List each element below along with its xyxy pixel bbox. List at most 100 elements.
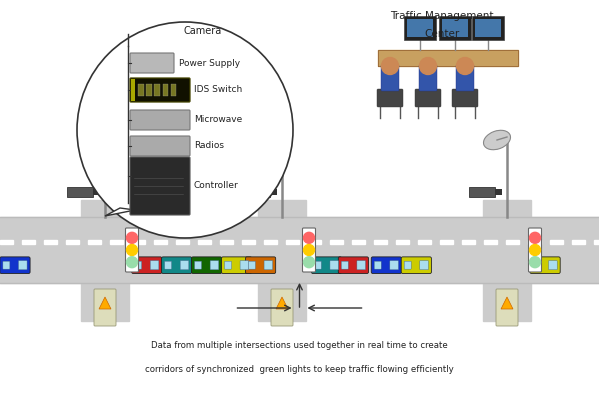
Circle shape bbox=[382, 58, 398, 75]
Bar bbox=[132, 240, 145, 244]
Bar bbox=[270, 188, 277, 195]
Bar bbox=[484, 240, 497, 244]
FancyBboxPatch shape bbox=[496, 289, 518, 326]
Text: IDS Switch: IDS Switch bbox=[194, 86, 242, 95]
Bar bbox=[475, 19, 501, 37]
FancyBboxPatch shape bbox=[130, 157, 190, 215]
Bar bbox=[110, 240, 123, 244]
Text: Controller: Controller bbox=[194, 182, 239, 191]
Bar bbox=[330, 240, 343, 244]
FancyBboxPatch shape bbox=[180, 261, 189, 270]
Text: Microwave: Microwave bbox=[194, 115, 242, 124]
Bar bbox=[244, 187, 270, 197]
FancyBboxPatch shape bbox=[381, 65, 399, 91]
Bar bbox=[374, 240, 387, 244]
Text: Power Supply: Power Supply bbox=[179, 58, 240, 67]
Bar bbox=[131, 79, 135, 101]
FancyBboxPatch shape bbox=[341, 261, 348, 269]
FancyBboxPatch shape bbox=[135, 261, 141, 269]
FancyBboxPatch shape bbox=[338, 257, 368, 273]
FancyBboxPatch shape bbox=[165, 261, 171, 269]
FancyBboxPatch shape bbox=[126, 228, 138, 272]
Bar bbox=[66, 240, 79, 244]
Bar bbox=[506, 240, 519, 244]
FancyBboxPatch shape bbox=[533, 261, 540, 269]
FancyBboxPatch shape bbox=[314, 261, 321, 269]
Ellipse shape bbox=[81, 130, 108, 150]
Bar bbox=[0, 217, 599, 283]
FancyBboxPatch shape bbox=[371, 257, 401, 273]
Bar bbox=[220, 240, 233, 244]
Polygon shape bbox=[276, 297, 288, 309]
FancyBboxPatch shape bbox=[404, 261, 411, 269]
Circle shape bbox=[419, 58, 437, 75]
Text: Camera: Camera bbox=[183, 26, 221, 36]
Ellipse shape bbox=[77, 22, 293, 238]
FancyBboxPatch shape bbox=[377, 89, 403, 107]
FancyBboxPatch shape bbox=[528, 228, 541, 272]
FancyBboxPatch shape bbox=[94, 289, 116, 326]
Bar bbox=[352, 240, 365, 244]
FancyBboxPatch shape bbox=[549, 261, 557, 270]
Circle shape bbox=[456, 58, 473, 75]
FancyBboxPatch shape bbox=[530, 257, 560, 273]
Bar bbox=[440, 240, 453, 244]
Bar bbox=[162, 84, 168, 96]
Bar bbox=[483, 200, 531, 321]
Polygon shape bbox=[105, 208, 135, 216]
FancyBboxPatch shape bbox=[3, 261, 10, 269]
Circle shape bbox=[304, 257, 314, 268]
Bar bbox=[528, 240, 541, 244]
Text: corridors of synchronized  green lights to keep traffic flowing efficiently: corridors of synchronized green lights t… bbox=[145, 366, 454, 375]
FancyBboxPatch shape bbox=[130, 78, 190, 102]
Circle shape bbox=[126, 257, 138, 268]
Circle shape bbox=[530, 257, 540, 268]
Bar bbox=[418, 240, 431, 244]
Bar bbox=[155, 84, 160, 96]
Bar bbox=[67, 187, 93, 197]
Circle shape bbox=[304, 244, 314, 255]
Text: Center: Center bbox=[424, 29, 459, 39]
FancyBboxPatch shape bbox=[271, 289, 293, 326]
FancyBboxPatch shape bbox=[420, 261, 428, 270]
Bar bbox=[495, 188, 502, 195]
FancyBboxPatch shape bbox=[130, 136, 190, 156]
FancyBboxPatch shape bbox=[130, 53, 174, 73]
Bar bbox=[396, 240, 409, 244]
FancyBboxPatch shape bbox=[390, 261, 398, 270]
Text: Traffic Management: Traffic Management bbox=[391, 11, 494, 21]
FancyBboxPatch shape bbox=[249, 261, 255, 269]
FancyBboxPatch shape bbox=[132, 257, 162, 273]
FancyBboxPatch shape bbox=[162, 257, 192, 273]
Ellipse shape bbox=[259, 130, 286, 150]
Bar bbox=[439, 16, 471, 40]
Ellipse shape bbox=[483, 130, 510, 150]
Bar bbox=[264, 240, 277, 244]
FancyBboxPatch shape bbox=[192, 257, 222, 273]
FancyBboxPatch shape bbox=[302, 228, 316, 272]
FancyBboxPatch shape bbox=[240, 261, 249, 270]
Circle shape bbox=[304, 232, 314, 243]
FancyBboxPatch shape bbox=[195, 261, 201, 269]
FancyBboxPatch shape bbox=[374, 261, 381, 269]
Bar bbox=[594, 240, 599, 244]
Bar bbox=[171, 84, 176, 96]
Bar bbox=[242, 240, 255, 244]
FancyBboxPatch shape bbox=[415, 89, 441, 107]
Bar bbox=[138, 84, 144, 96]
Bar bbox=[472, 16, 504, 40]
Bar bbox=[81, 200, 129, 321]
Bar bbox=[44, 240, 57, 244]
Bar bbox=[286, 240, 299, 244]
Bar bbox=[407, 19, 433, 37]
FancyBboxPatch shape bbox=[311, 257, 341, 273]
FancyBboxPatch shape bbox=[264, 261, 273, 270]
Circle shape bbox=[126, 232, 138, 243]
Bar bbox=[88, 240, 101, 244]
FancyBboxPatch shape bbox=[0, 257, 30, 273]
Bar bbox=[22, 240, 35, 244]
FancyBboxPatch shape bbox=[210, 261, 219, 270]
Bar bbox=[198, 240, 211, 244]
Bar bbox=[550, 240, 563, 244]
FancyBboxPatch shape bbox=[225, 261, 231, 269]
